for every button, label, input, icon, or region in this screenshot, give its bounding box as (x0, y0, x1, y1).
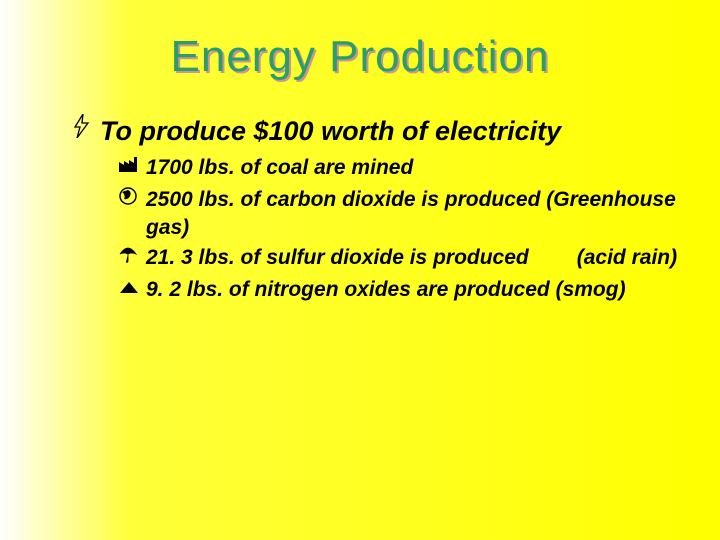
list-item: 1700 lbs. of coal are mined (118, 154, 684, 184)
list-item-text: 9. 2 lbs. of nitrogen oxides are produce… (146, 276, 626, 304)
list-item: 2500 lbs. of carbon dioxide is produced … (118, 186, 684, 242)
factory-icon (118, 154, 146, 184)
slide: Energy Production To produce $100 worth … (0, 0, 720, 540)
umbrella-icon (118, 244, 146, 274)
content-area: To produce $100 worth of electricity 170… (72, 114, 684, 308)
top-bullet-text: To produce $100 worth of electricity (100, 114, 561, 148)
top-bullet-rest: produce $100 worth of electricity (132, 116, 561, 146)
list-item-note: (acid rain) (577, 246, 677, 269)
page-title: Energy Production (0, 32, 720, 82)
top-bullet-prefix: To (100, 116, 132, 146)
globe-icon (118, 186, 146, 216)
lightning-icon (72, 114, 100, 148)
sub-bullet-list: 1700 lbs. of coal are mined 2500 lbs. of… (118, 154, 684, 306)
list-item: 9. 2 lbs. of nitrogen oxides are produce… (118, 276, 684, 306)
list-item-text: 21. 3 lbs. of sulfur dioxide is produced… (146, 244, 677, 272)
list-item-main: 21. 3 lbs. of sulfur dioxide is produced (146, 246, 529, 269)
list-item: 21. 3 lbs. of sulfur dioxide is produced… (118, 244, 684, 274)
cloud-icon (118, 276, 146, 306)
list-item-text: 2500 lbs. of carbon dioxide is produced … (146, 186, 684, 242)
top-bullet: To produce $100 worth of electricity (72, 114, 684, 148)
list-item-text: 1700 lbs. of coal are mined (146, 154, 413, 182)
